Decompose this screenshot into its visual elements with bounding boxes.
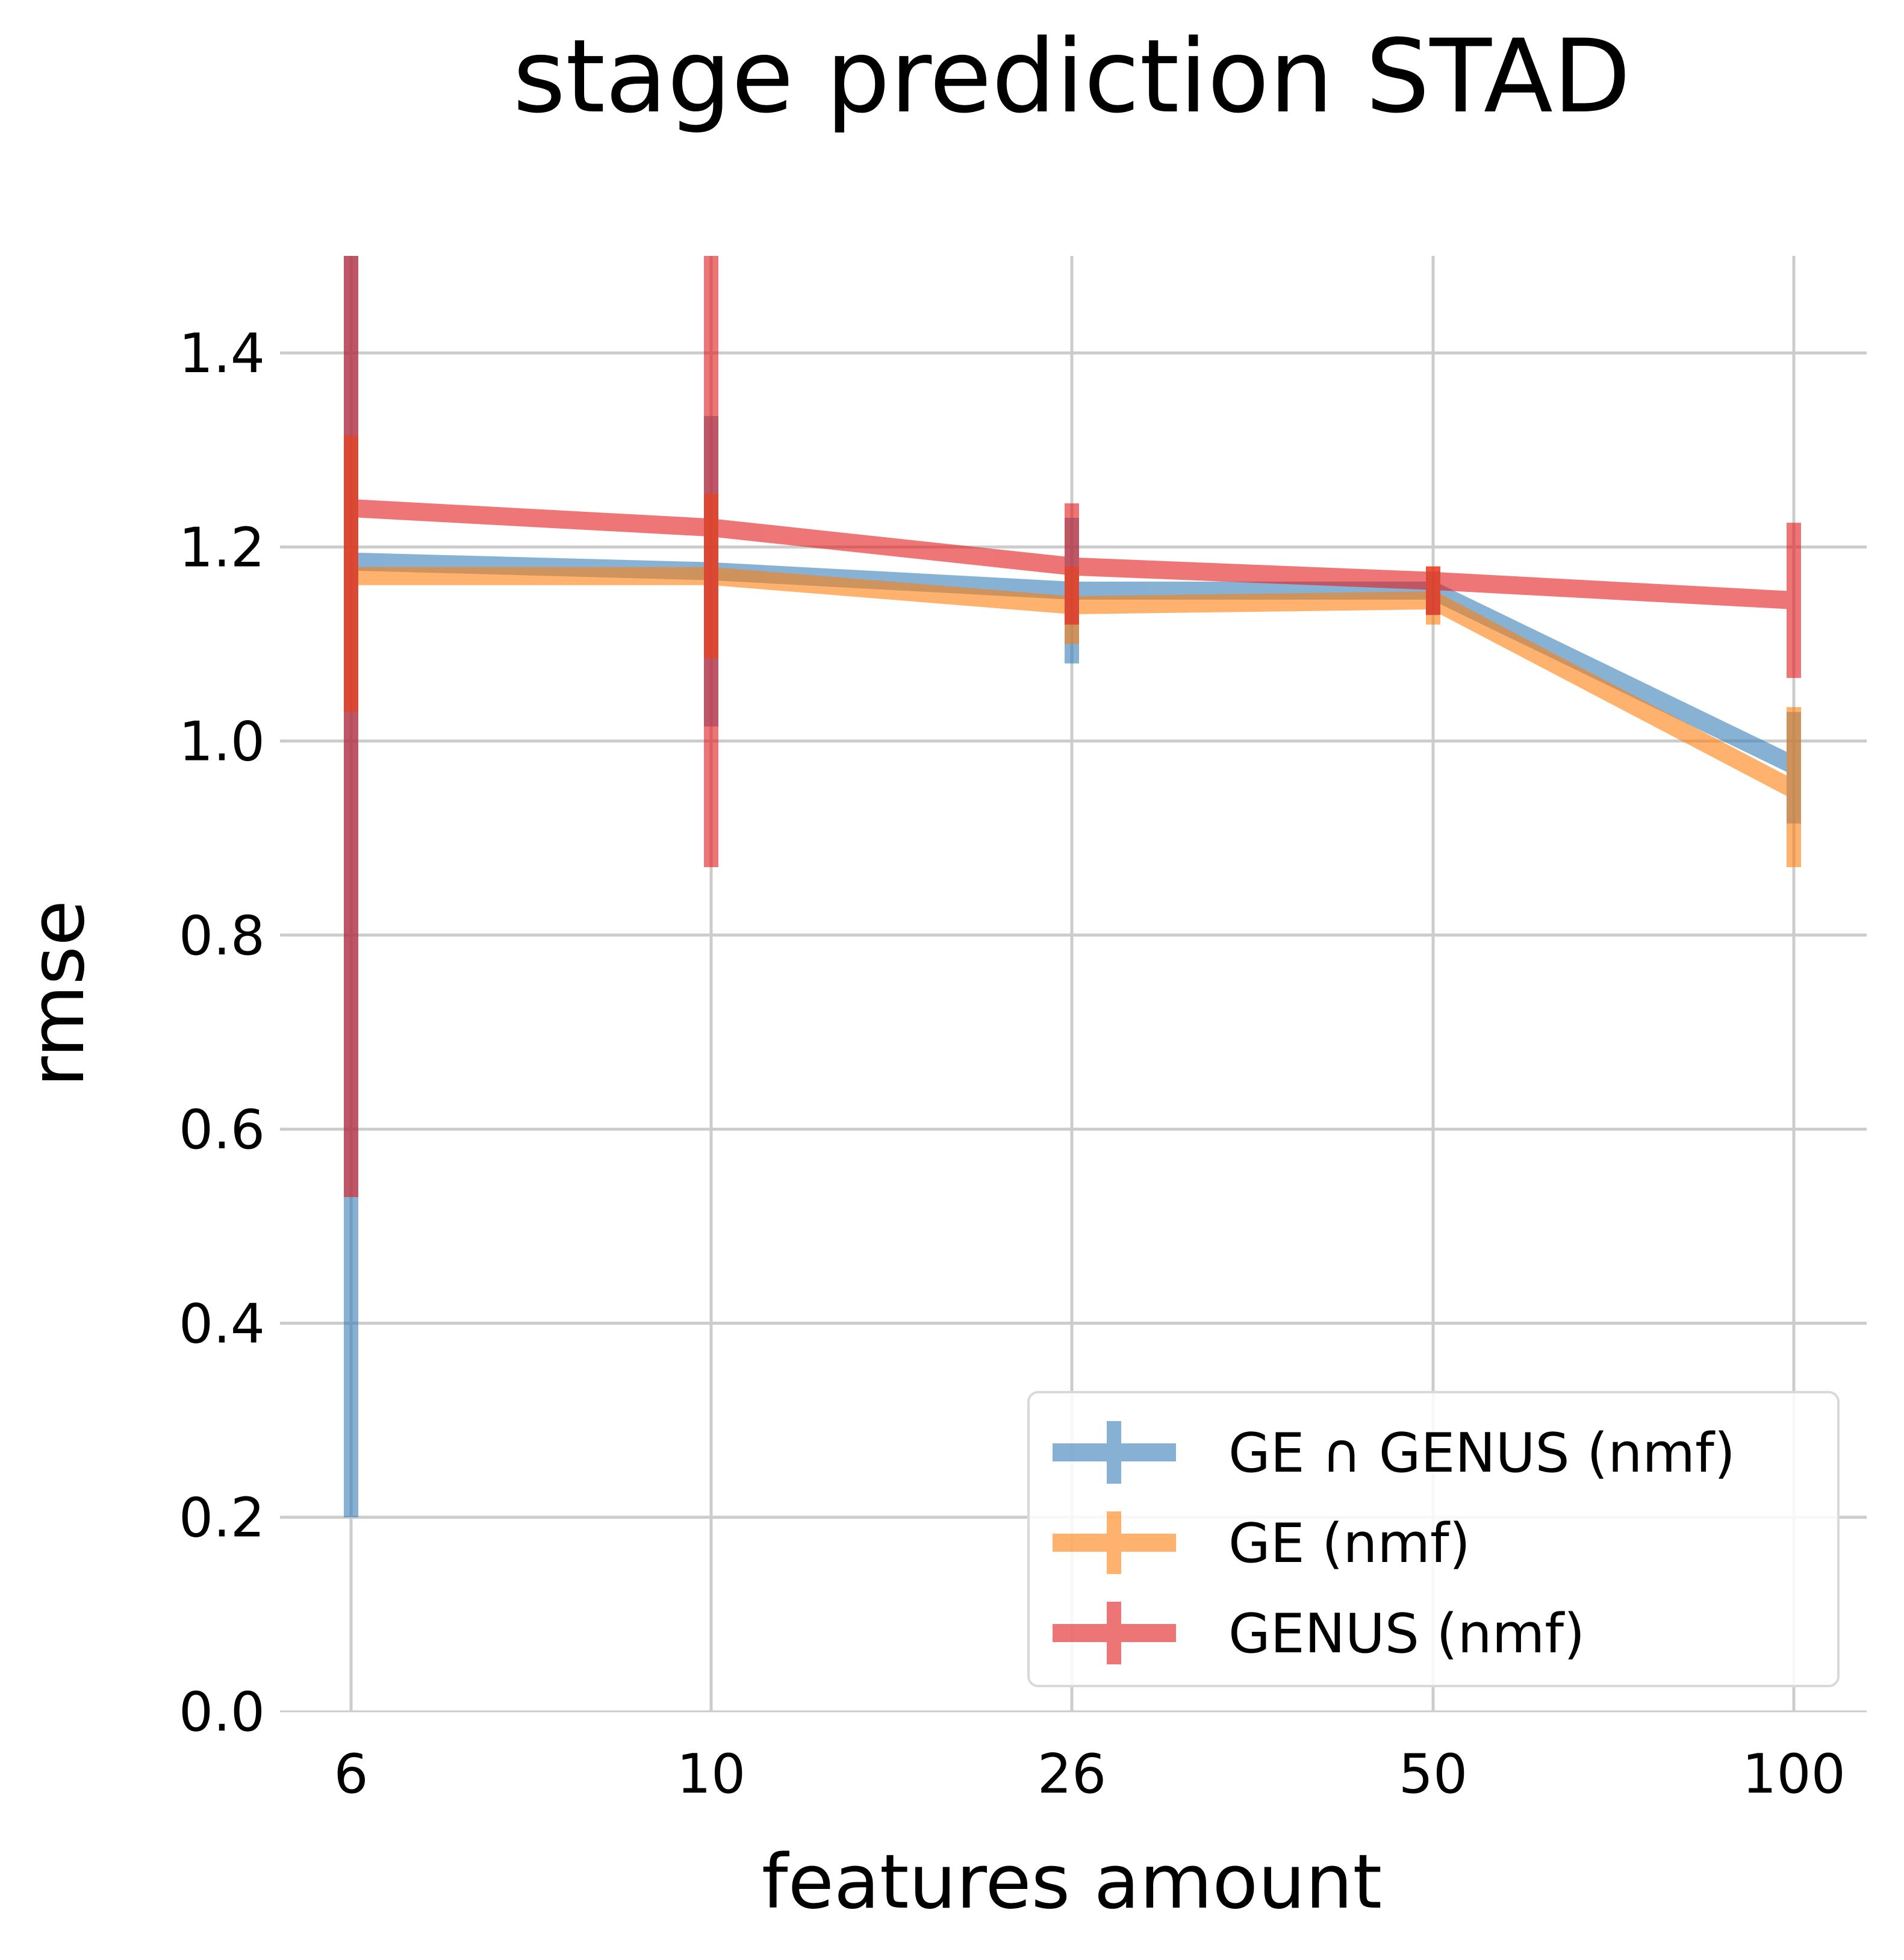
x-tick-label: 6 [334,1743,368,1806]
data-series [344,256,1801,1517]
legend-label: GE (nmf) [1228,1512,1470,1575]
series-3 [344,256,1801,1197]
y-tick-label: 0.2 [179,1487,265,1550]
legend-marker [1053,1421,1176,1484]
data-point [1070,564,1074,568]
legend-marker [1053,1602,1176,1664]
data-point [349,506,353,510]
data-point [1792,599,1796,603]
legend-marker [1053,1511,1176,1574]
y-tick-label: 0.8 [179,904,265,968]
legend-label: GE ∩ GENUS (nmf) [1228,1422,1735,1485]
data-point [1431,579,1435,583]
x-tick-label: 50 [1399,1743,1468,1806]
x-tick-label: 10 [677,1743,746,1806]
y-tick-label: 0.4 [179,1292,265,1355]
legend-box [1027,1391,1840,1687]
y-tick-label: 0.0 [179,1681,265,1744]
y-tick-label: 1.0 [179,711,265,774]
y-tick-label: 0.6 [179,1098,265,1162]
data-point [1792,788,1796,792]
axes: 0.0 0.2 0.4 0.6 0.8 1.0 1.2 1.4 6 10 26 50 100 [179,322,1867,1806]
x-tick-label: 100 [1742,1743,1846,1806]
y-axis-title: rmse [14,900,101,1087]
data-point [709,526,713,530]
legend-label: GENUS (nmf) [1228,1602,1585,1666]
y-tick-label: 1.2 [179,516,265,579]
y-tick-label: 1.4 [179,322,265,385]
x-tick-label: 26 [1038,1743,1107,1806]
x-axis-title: features amount [762,1839,1382,1926]
legend: GE ∩ GENUS (nmf) GE (nmf) GENUS (nmf) [1027,1391,1840,1687]
chart-title: stage prediction STAD [513,17,1631,135]
